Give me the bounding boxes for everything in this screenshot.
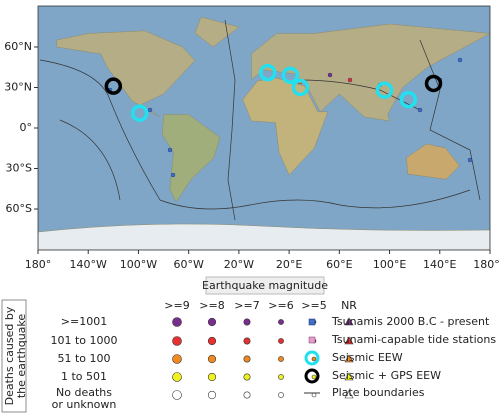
seismic-eew-marker: [259, 63, 277, 82]
deaths-title-box: [1, 299, 27, 413]
x-tick-label: 140°E: [423, 258, 456, 271]
legend-symbol: [344, 354, 354, 363]
legend-item: Tsunamis 2000 B.C - present: [331, 315, 490, 328]
legend-symbol: [278, 338, 284, 344]
x-tick-label: 180°: [25, 258, 52, 271]
seismic-eew-marker: [130, 104, 149, 122]
legend-symbol: [311, 356, 317, 362]
deaths-title-line: Deaths caused by: [3, 306, 16, 405]
seismic-eew-marker: [375, 81, 394, 99]
legend-item: Plate boundaries: [332, 386, 425, 399]
death-row-label: >=1001: [61, 315, 107, 328]
magnitude-column: >=6: [268, 299, 293, 312]
magnitude-column: >=8: [199, 299, 224, 312]
seismic-eew-marker: [399, 90, 418, 109]
seismic-gps-eew-marker: [104, 77, 123, 95]
legend-symbol: [278, 374, 284, 380]
legend-symbol: [278, 319, 284, 325]
legend-symbol: [207, 354, 217, 364]
legend-symbol: [308, 318, 316, 326]
legend-symbol: [172, 336, 182, 346]
deaths-title-line: the earthquake: [15, 314, 28, 399]
legend-symbol: [344, 336, 354, 345]
legend-symbol: [207, 390, 217, 400]
legend-symbol: [278, 392, 284, 398]
magnitude-column: >=9: [164, 299, 189, 312]
legend-symbol: [304, 350, 320, 366]
legend-symbol: [243, 337, 251, 345]
x-tick-label: 60°E: [326, 258, 352, 271]
legend-symbol: [207, 336, 217, 346]
x-tick-label: 20°E: [276, 258, 302, 271]
legend-item: Seismic EEW: [332, 351, 403, 364]
map: [38, 6, 490, 250]
x-tick-label: 60°W: [173, 258, 203, 271]
legend-symbol: [207, 317, 217, 327]
legend-symbol: [278, 356, 284, 362]
legend-item: Tsunami-capable tide stations: [331, 333, 496, 346]
x-tick-label: 100°W: [120, 258, 157, 271]
x-tick-label: 140°W: [70, 258, 107, 271]
legend-symbol: [344, 390, 354, 399]
magnitude-column: >=7: [234, 299, 259, 312]
legend-symbol: [304, 368, 320, 384]
legend-symbol: [243, 391, 251, 399]
magnitude-column: NR: [341, 299, 357, 312]
death-row-label: or unknown: [52, 398, 117, 411]
seismic-gps-eew-marker: [424, 74, 443, 93]
legend-symbol: [308, 336, 316, 344]
x-tick-label: 20°W: [224, 258, 254, 271]
legend-symbol: [311, 374, 317, 380]
legend-symbol: [243, 355, 251, 363]
legend-symbol: [172, 354, 182, 364]
death-row-label: No deaths: [56, 386, 112, 399]
x-tick-label: 100°E: [373, 258, 406, 271]
legend-symbol: [344, 317, 354, 326]
legend-item: Seismic + GPS EEW: [332, 369, 441, 382]
y-tick-label: 0°: [20, 121, 33, 134]
legend-symbol: [344, 372, 354, 381]
magnitude-title-box: [205, 276, 325, 295]
legend-symbol: [311, 392, 317, 398]
legend-symbol: [243, 318, 251, 326]
legend-symbol: [172, 372, 182, 382]
magnitude-title: Earthquake magnitude: [202, 279, 328, 292]
seismic-eew-marker: [281, 66, 300, 85]
magnitude-column: >=5: [301, 299, 326, 312]
y-tick-label: 30°N: [4, 81, 32, 94]
y-tick-label: 60°N: [4, 40, 32, 53]
legend-symbol: [172, 390, 182, 400]
legend-symbol: [207, 372, 217, 382]
death-row-label: 101 to 1000: [50, 334, 117, 347]
legend-symbol: [172, 317, 182, 327]
legend-symbol: [243, 373, 251, 381]
seismic-eew-marker: [291, 78, 310, 97]
y-tick-label: 60°S: [6, 202, 32, 215]
x-tick-label: 180°E: [473, 258, 500, 271]
death-row-label: 1 to 501: [61, 370, 107, 383]
y-tick-label: 30°S: [6, 162, 32, 175]
death-row-label: 51 to 100: [57, 352, 110, 365]
